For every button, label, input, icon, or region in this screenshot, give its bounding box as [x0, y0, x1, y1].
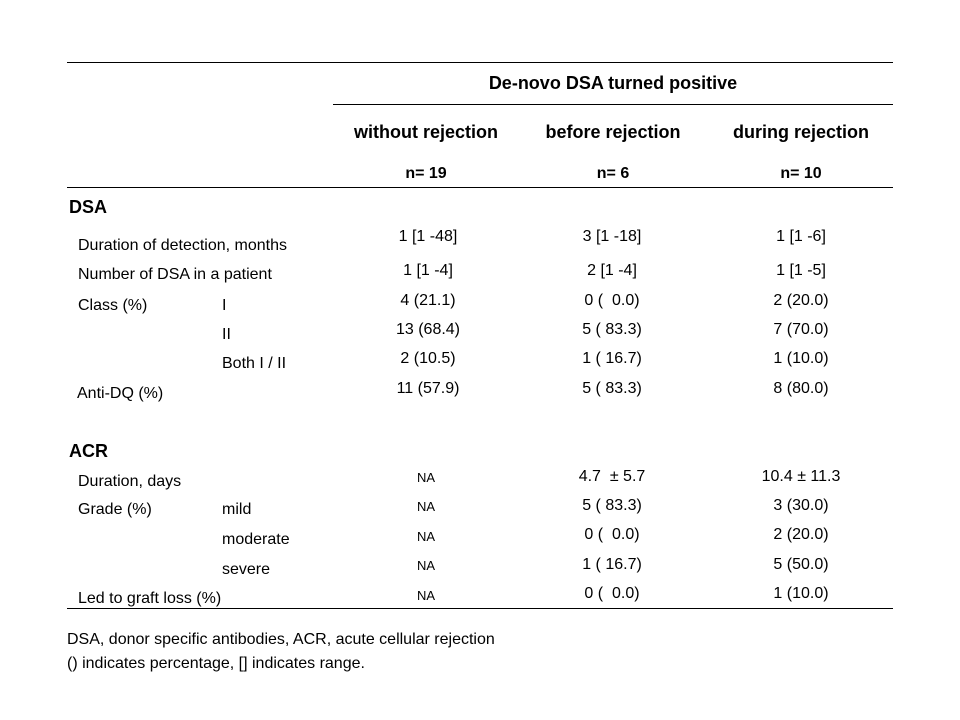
- table-cell: 1 ( 16.7): [582, 350, 642, 367]
- group-title: De-novo DSA turned positive: [488, 73, 738, 93]
- column-n-before-rejection: n= 6: [596, 165, 630, 182]
- table-cell: 1 (10.0): [773, 585, 829, 602]
- column-header-without-rejection: without rejection: [354, 122, 498, 142]
- row-sublabel: severe: [222, 561, 271, 578]
- table-cell: 5 (50.0): [773, 556, 829, 573]
- column-n-during-rejection: n= 10: [780, 165, 822, 182]
- row-label: Anti-DQ (%): [77, 385, 164, 402]
- table-cell: 3 (30.0): [773, 497, 829, 514]
- table-cell: 1 [1 -4]: [403, 262, 453, 279]
- table-cell: 2 [1 -4]: [587, 262, 637, 279]
- table-cell: 0 ( 0.0): [584, 292, 640, 309]
- row-sublabel: moderate: [222, 531, 290, 548]
- row-sublabel: I: [222, 297, 227, 314]
- row-sublabel: mild: [222, 501, 252, 518]
- table-cell: 5 ( 83.3): [582, 497, 642, 514]
- table-cell: 4.7 ± 5.7: [578, 468, 646, 485]
- table-cell: 1 [1 -48]: [398, 228, 458, 245]
- table-cell: 13 (68.4): [395, 321, 461, 338]
- table-bottom-rule: [67, 608, 893, 609]
- footnote-abbreviations: DSA, donor specific antibodies, ACR, acu…: [67, 631, 495, 648]
- table-cell: 5 ( 83.3): [582, 321, 642, 338]
- table-cell: NA: [416, 588, 436, 603]
- footnote-symbols: () indicates percentage, [] indicates ra…: [67, 655, 365, 672]
- table-cell: 7 (70.0): [773, 321, 829, 338]
- table-cell: 8 (80.0): [773, 380, 829, 397]
- table-cell: NA: [416, 529, 436, 544]
- table-cell: NA: [416, 470, 436, 485]
- row-sublabel: II: [222, 326, 231, 343]
- table-cell: 3 [1 -18]: [582, 228, 642, 245]
- table-cell: 10.4 ± 11.3: [761, 468, 841, 485]
- table-cell: 0 ( 0.0): [584, 585, 640, 602]
- row-label: Led to graft loss (%): [78, 590, 222, 607]
- group-header-rule: [333, 104, 893, 105]
- table-cell: 1 ( 16.7): [582, 556, 642, 573]
- column-header-before-rejection: before rejection: [545, 122, 681, 142]
- table-cell: NA: [416, 499, 436, 514]
- table-cell: 2 (10.5): [400, 350, 456, 367]
- row-label: Duration of detection, months: [78, 237, 288, 254]
- column-n-without-rejection: n= 19: [405, 165, 447, 182]
- row-label: Number of DSA in a patient: [78, 266, 272, 283]
- row-label: Class (%): [78, 297, 148, 314]
- table-cell: 1 [1 -6]: [776, 228, 826, 245]
- table-cell: 1 [1 -5]: [776, 262, 826, 279]
- table-cell: 0 ( 0.0): [584, 526, 640, 543]
- column-header-during-rejection: during rejection: [732, 122, 869, 142]
- table-cell: NA: [416, 558, 436, 573]
- table-cell: 1 (10.0): [773, 350, 829, 367]
- table-top-rule: [67, 62, 893, 63]
- table-cell: 11 (57.9): [396, 380, 460, 397]
- section-label-dsa: DSA: [69, 197, 108, 217]
- section-label-acr: ACR: [69, 441, 108, 461]
- header-bottom-rule: [67, 187, 893, 188]
- table-cell: 2 (20.0): [773, 526, 829, 543]
- table-cell: 2 (20.0): [773, 292, 829, 309]
- row-label: Duration, days: [78, 473, 182, 490]
- row-label: Grade (%): [78, 501, 152, 518]
- row-sublabel: Both I / II: [222, 355, 287, 372]
- table-cell: 4 (21.1): [400, 292, 456, 309]
- table-cell: 5 ( 83.3): [582, 380, 642, 397]
